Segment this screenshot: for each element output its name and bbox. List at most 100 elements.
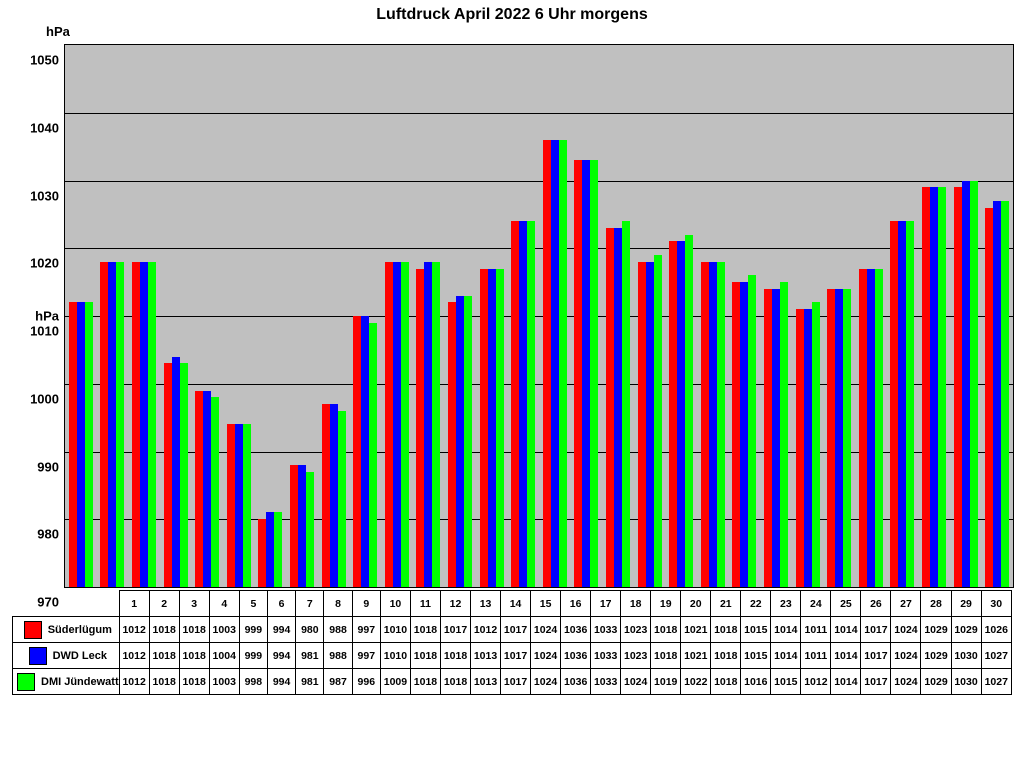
y-tick-label: 990 (37, 459, 65, 474)
data-cell: 1004 (209, 643, 239, 669)
data-table: 1234567891011121314151617181920212223242… (12, 590, 1012, 695)
data-cell: 1018 (440, 643, 470, 669)
y-tick-label: 1000 (30, 391, 65, 406)
data-cell: 1024 (891, 617, 921, 643)
data-cell: 987 (324, 669, 352, 695)
gridline (65, 248, 1013, 249)
bar (804, 309, 812, 587)
data-cell: 1012 (801, 669, 831, 695)
bar (654, 255, 662, 587)
category-header: 20 (681, 591, 711, 617)
bar (622, 221, 630, 587)
bar (227, 424, 235, 587)
data-cell: 1012 (119, 617, 149, 643)
data-cell: 1018 (711, 617, 741, 643)
bar (764, 289, 772, 587)
data-cell: 1018 (651, 643, 681, 669)
data-cell: 994 (267, 617, 295, 643)
data-cell: 999 (239, 643, 267, 669)
category-header: 11 (410, 591, 440, 617)
gridline (65, 181, 1013, 182)
category-header: 16 (561, 591, 591, 617)
category-header: 21 (711, 591, 741, 617)
bar (77, 302, 85, 587)
bar (353, 316, 361, 587)
bar (180, 363, 188, 587)
data-cell: 1022 (681, 669, 711, 695)
bar (867, 269, 875, 587)
series-label: DWD Leck (13, 643, 120, 669)
data-cell: 1017 (861, 643, 891, 669)
data-cell: 1009 (380, 669, 410, 695)
bar (875, 269, 883, 587)
bar (100, 262, 108, 587)
y-tick-label: 1050 (30, 53, 65, 68)
data-cell: 1030 (951, 643, 981, 669)
category-header: 9 (352, 591, 380, 617)
category-header: 29 (951, 591, 981, 617)
data-cell: 1021 (681, 643, 711, 669)
category-header: 26 (861, 591, 891, 617)
bar (322, 404, 330, 587)
category-header: 15 (531, 591, 561, 617)
bar (954, 187, 962, 587)
y-tick-label: 1040 (30, 120, 65, 135)
category-header: 18 (621, 591, 651, 617)
data-cell: 1024 (891, 669, 921, 695)
category-header: 12 (440, 591, 470, 617)
data-cell: 1029 (921, 617, 951, 643)
bar (448, 302, 456, 587)
data-cell: 1012 (119, 643, 149, 669)
data-cell: 988 (324, 617, 352, 643)
y-axis-unit: hPa (46, 24, 70, 39)
bar (638, 262, 646, 587)
data-cell: 1018 (440, 669, 470, 695)
bar (574, 160, 582, 587)
data-cell: 1014 (771, 617, 801, 643)
category-header: 7 (296, 591, 324, 617)
data-cell: 1029 (921, 669, 951, 695)
data-cell: 1018 (651, 617, 681, 643)
data-cell: 1027 (981, 643, 1011, 669)
bar (488, 269, 496, 587)
bar (172, 357, 180, 587)
data-cell: 1024 (531, 643, 561, 669)
bar (108, 262, 116, 587)
data-cell: 1027 (981, 669, 1011, 695)
data-cell: 1015 (741, 617, 771, 643)
series-label: DMI Jündewatt (13, 669, 120, 695)
data-cell: 1017 (501, 617, 531, 643)
category-header: 2 (149, 591, 179, 617)
bar (835, 289, 843, 587)
data-cell: 988 (324, 643, 352, 669)
bar (393, 262, 401, 587)
bar (859, 269, 867, 587)
bar (369, 323, 377, 587)
bar (164, 363, 172, 587)
bar (401, 262, 409, 587)
data-cell: 1018 (149, 643, 179, 669)
bar (432, 262, 440, 587)
category-header: 23 (771, 591, 801, 617)
data-cell: 1036 (561, 669, 591, 695)
bar (962, 181, 970, 588)
series-name: Süderlügum (48, 624, 112, 636)
data-cell: 996 (352, 669, 380, 695)
y-axis-label: hPa (35, 309, 65, 324)
bar (511, 221, 519, 587)
data-cell: 1003 (209, 669, 239, 695)
category-header: 4 (209, 591, 239, 617)
bar (203, 391, 211, 587)
bar (582, 160, 590, 587)
data-cell: 1030 (951, 669, 981, 695)
bar (551, 140, 559, 587)
data-cell: 1014 (831, 669, 861, 695)
data-cell: 1018 (711, 669, 741, 695)
bar (812, 302, 820, 587)
data-cell: 1023 (621, 617, 651, 643)
category-header: 25 (831, 591, 861, 617)
bar (496, 269, 504, 587)
bar (559, 140, 567, 587)
series-name: DMI Jündewatt (41, 676, 119, 688)
plot-area: 970980990100010101020103010401050hPa (64, 44, 1014, 588)
